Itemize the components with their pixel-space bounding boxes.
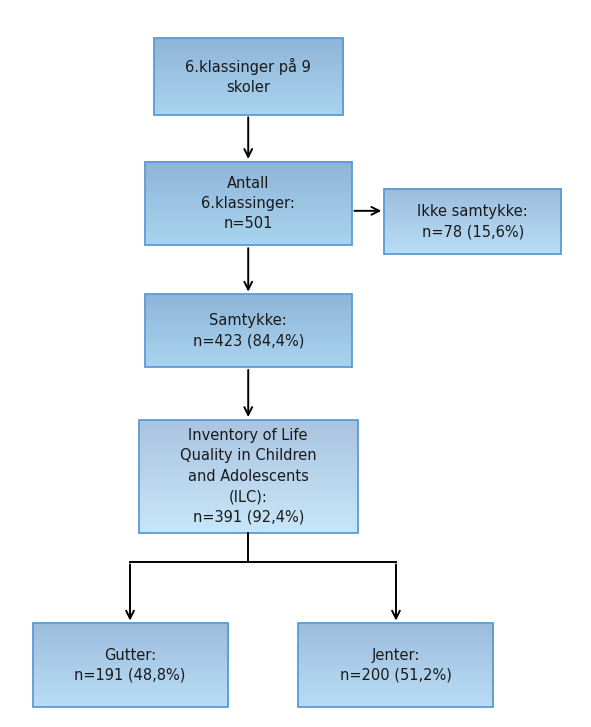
Text: Antall
6.klassinger:
n=501: Antall 6.klassinger: n=501 [202, 176, 295, 231]
Text: Jenter:
n=200 (51,2%): Jenter: n=200 (51,2%) [340, 648, 452, 683]
Text: 6.klassinger på 9
skoler: 6.klassinger på 9 skoler [186, 57, 311, 95]
Bar [145, 294, 352, 367]
Bar [33, 623, 228, 707]
Text: Inventory of Life
Quality in Children
and Adolescents
(ILC):
n=391 (92,4%): Inventory of Life Quality in Children an… [180, 428, 317, 524]
Text: Samtykke:
n=423 (84,4%): Samtykke: n=423 (84,4%) [193, 313, 304, 348]
Text: Ikke samtykke:
n=78 (15,6%): Ikke samtykke: n=78 (15,6%) [417, 204, 528, 239]
Bar [145, 162, 352, 246]
Bar [139, 420, 358, 532]
Bar [298, 623, 493, 707]
Bar [384, 189, 561, 254]
Bar [154, 38, 343, 114]
Text: Gutter:
n=191 (48,8%): Gutter: n=191 (48,8%) [74, 648, 186, 683]
